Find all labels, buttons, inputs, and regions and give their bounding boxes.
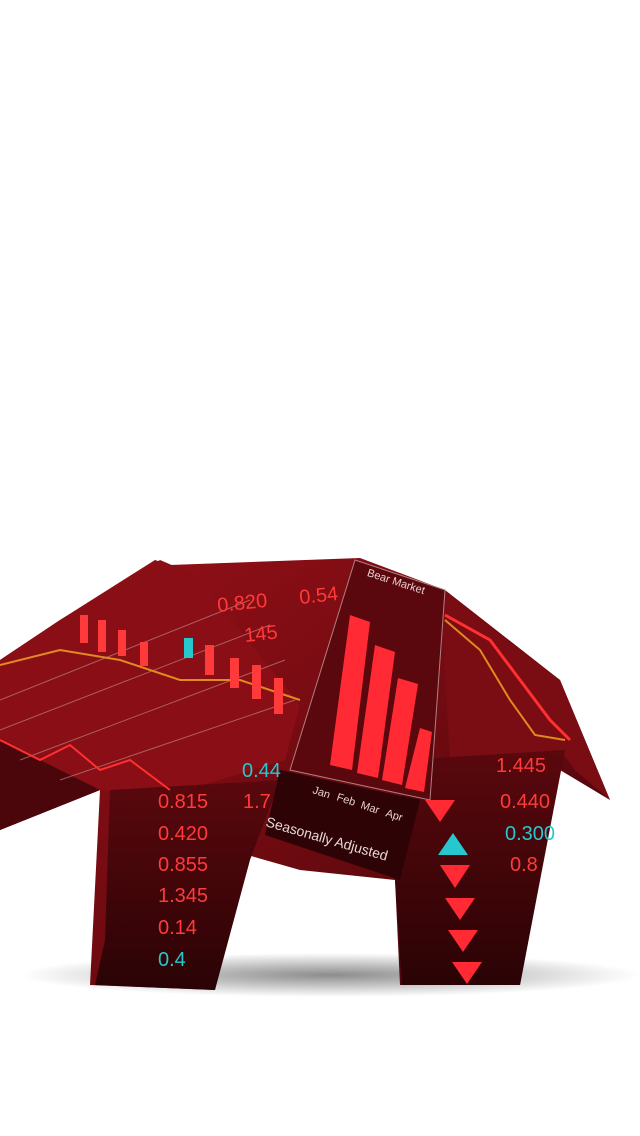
belly-panel bbox=[265, 770, 420, 880]
down-arrow bbox=[440, 865, 470, 888]
value-label: 0.440 bbox=[500, 791, 550, 813]
month-label: Feb bbox=[335, 791, 357, 808]
trend-line bbox=[0, 739, 171, 791]
candle bbox=[80, 615, 88, 643]
value-label: 0.855 bbox=[158, 854, 208, 876]
front-leg bbox=[95, 780, 280, 990]
value-label: 1.445 bbox=[496, 755, 546, 777]
candle bbox=[184, 638, 193, 658]
trend-line bbox=[0, 648, 301, 701]
trend-line bbox=[444, 613, 572, 742]
value-label: 0.4 bbox=[158, 949, 186, 971]
grid-line bbox=[19, 659, 286, 761]
candles bbox=[80, 615, 283, 714]
candle bbox=[140, 642, 148, 666]
value-label: 1.7 bbox=[243, 791, 271, 813]
bear-rump bbox=[440, 590, 610, 800]
panel-bar bbox=[382, 678, 418, 785]
candle bbox=[274, 678, 283, 714]
month-label: Apr bbox=[384, 807, 404, 824]
value-label: 0.300 bbox=[505, 823, 555, 845]
month-label: Jan bbox=[311, 784, 332, 801]
value-label: 145 bbox=[243, 622, 278, 647]
candle bbox=[205, 645, 214, 675]
down-arrow bbox=[448, 930, 478, 952]
up-arrow bbox=[438, 833, 468, 855]
panel-bar bbox=[330, 615, 370, 770]
value-label: 1.345 bbox=[158, 885, 208, 907]
down-arrow bbox=[452, 962, 482, 984]
value-label: 0.44 bbox=[242, 760, 281, 782]
down-arrow bbox=[425, 800, 455, 822]
down-arrow bbox=[445, 898, 475, 920]
value-label: 0.815 bbox=[158, 791, 208, 813]
head-grid bbox=[0, 599, 301, 791]
bear-snout bbox=[0, 740, 100, 830]
value-label: 0.820 bbox=[216, 590, 268, 617]
candle bbox=[98, 620, 106, 652]
value-label: 0.14 bbox=[158, 917, 197, 939]
value-label: 0.8 bbox=[510, 854, 538, 876]
panel-bar bbox=[405, 728, 432, 792]
value-label: 0.54 bbox=[298, 583, 339, 609]
candle bbox=[230, 658, 239, 688]
value-label: 0.420 bbox=[158, 823, 208, 845]
bear-head bbox=[0, 560, 300, 830]
grid-line bbox=[0, 624, 271, 731]
month-label: Mar bbox=[359, 799, 381, 816]
candle bbox=[118, 630, 126, 656]
grid-line bbox=[59, 699, 296, 781]
trend-line bbox=[444, 619, 566, 741]
rear-markers bbox=[425, 613, 572, 984]
panel-bars bbox=[330, 615, 432, 792]
panel-bar bbox=[357, 645, 395, 778]
candle bbox=[252, 665, 261, 699]
